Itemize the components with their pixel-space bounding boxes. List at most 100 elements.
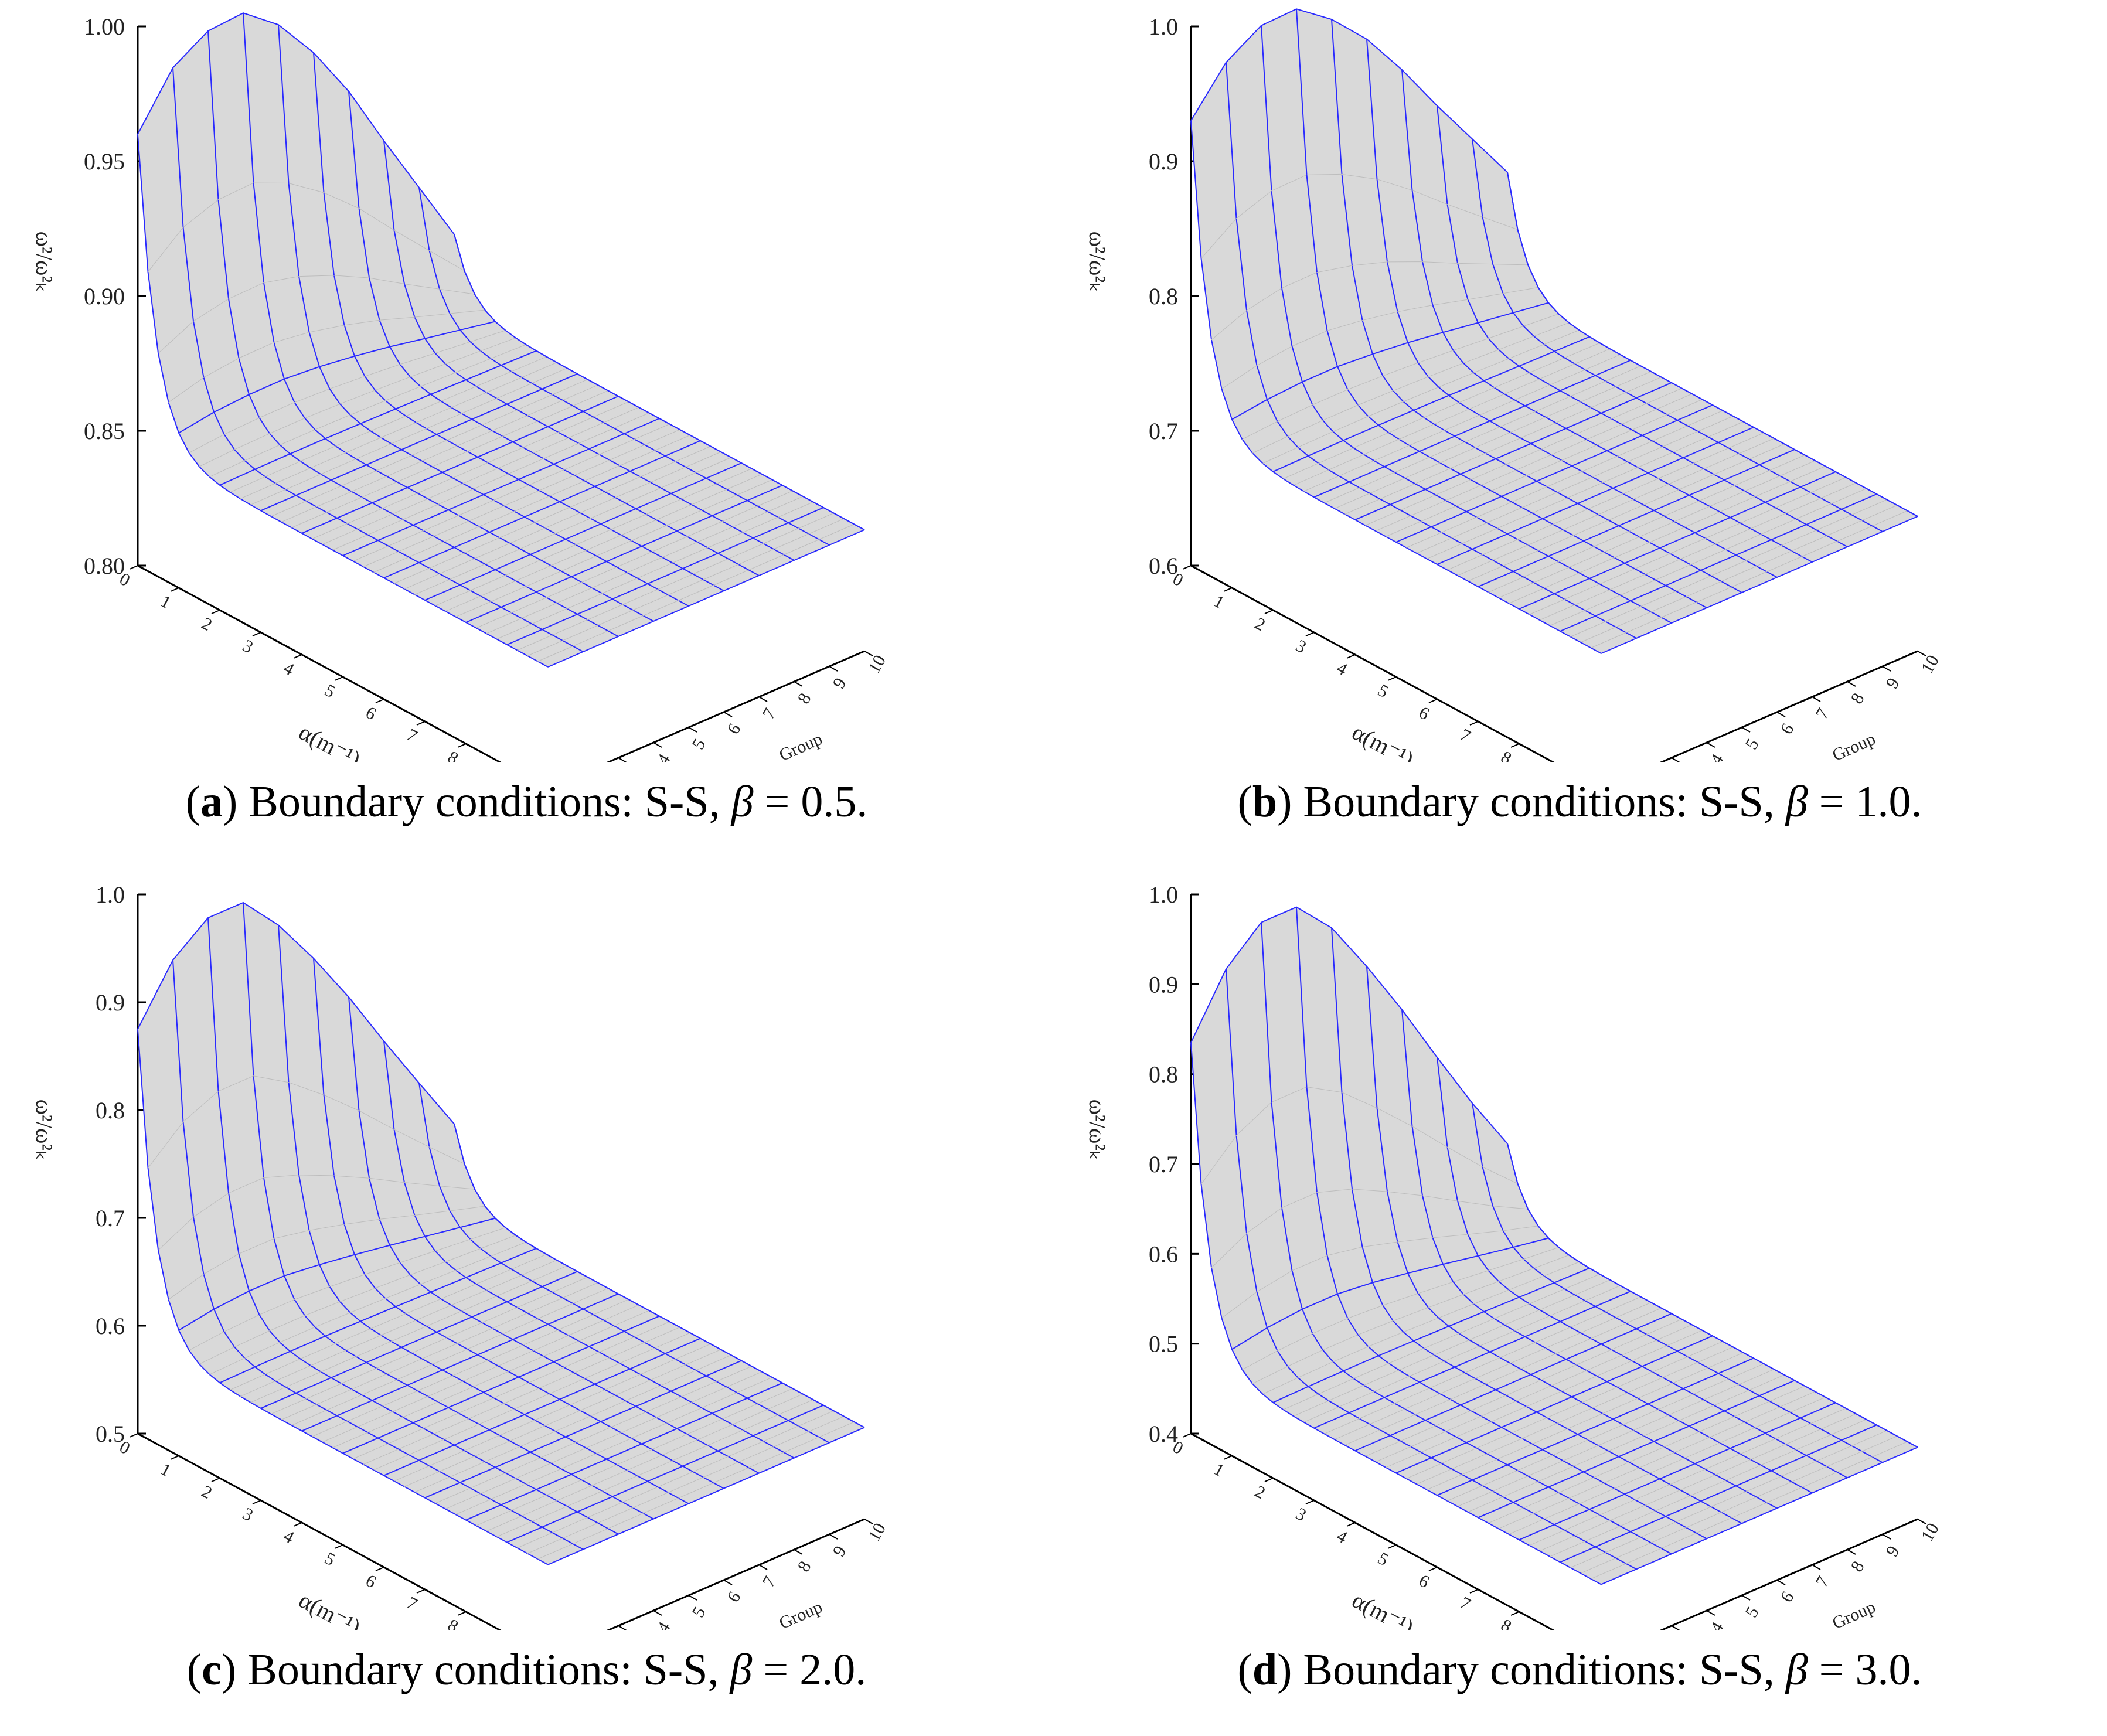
surface-patch	[1862, 505, 1908, 526]
surface-patch	[1755, 481, 1800, 502]
surface-patch	[1368, 401, 1414, 426]
surface-patch	[429, 250, 475, 295]
surface-patch	[1409, 1361, 1455, 1383]
mesh-minor-line	[189, 1227, 506, 1351]
surface-patch	[1444, 415, 1490, 437]
surface-patch	[554, 448, 600, 470]
surface-patch	[557, 588, 603, 609]
surface-patch	[1349, 467, 1395, 488]
surface-patch	[1469, 394, 1515, 416]
surface-patch	[1739, 438, 1785, 459]
surface-patch	[1721, 566, 1767, 587]
surface-patch	[173, 30, 219, 227]
mesh-group-line	[1478, 1380, 1795, 1519]
surface-patch	[249, 1275, 295, 1315]
surface-patch	[355, 346, 400, 377]
group-tick	[829, 1534, 838, 1540]
surface-patch	[325, 423, 371, 447]
surface-patch	[1370, 478, 1415, 499]
mesh-minor-line	[353, 424, 670, 561]
surface-patch	[1796, 1434, 1842, 1456]
surface-patch	[481, 338, 526, 359]
surface-patch	[642, 1428, 687, 1450]
surface-patch	[683, 1451, 729, 1472]
surface-patch	[646, 499, 692, 520]
mesh-minor-line	[486, 1394, 804, 1532]
surface-patch	[193, 1193, 239, 1274]
surface-patch	[747, 485, 793, 506]
surface-patch	[753, 1420, 799, 1442]
mesh-group-line	[1231, 302, 1549, 420]
surface-patch	[1687, 1341, 1733, 1363]
surface-patch	[1595, 360, 1641, 382]
surface-patch	[472, 404, 518, 426]
surface-patch	[311, 1350, 356, 1372]
z-tick-label: 0.6	[1149, 1241, 1178, 1267]
surface-patch	[1757, 1482, 1802, 1503]
mesh-minor-line	[517, 1410, 834, 1548]
surface-patch	[294, 1286, 340, 1316]
alpha-tick	[170, 1455, 179, 1460]
surface-patch	[788, 508, 834, 529]
surface-patch	[189, 1332, 234, 1364]
surface-patch	[1821, 483, 1867, 504]
surface-patch	[158, 321, 204, 403]
surface-patch	[1585, 1526, 1631, 1547]
surface-patch	[539, 475, 585, 496]
group-axis-line	[1660, 1518, 1918, 1630]
surface-patch	[1534, 322, 1580, 345]
surface-patch	[420, 372, 466, 394]
surface-patch	[1611, 403, 1657, 424]
surface-patch	[1201, 218, 1247, 340]
surface-patch	[1745, 476, 1791, 497]
surface-patch	[615, 482, 661, 503]
surface-patch	[1575, 1520, 1621, 1541]
surface-patch	[1616, 1543, 1662, 1564]
surface-patch	[1810, 477, 1856, 498]
surface-patch	[1673, 437, 1718, 458]
surface-patch	[592, 1470, 638, 1492]
surface-patch	[580, 497, 626, 519]
surface-patch	[537, 646, 583, 667]
surface-patch	[558, 1315, 604, 1336]
surface-patch	[229, 1177, 274, 1254]
surface-patch	[514, 1394, 560, 1415]
surface-patch	[1443, 1255, 1489, 1282]
surface-patch	[360, 409, 406, 431]
surface-patch	[473, 1371, 519, 1393]
surface-patch	[1537, 1397, 1582, 1418]
surface-patch	[1262, 1377, 1308, 1403]
surface-patch	[1282, 1192, 1327, 1271]
surface-patch	[1564, 343, 1610, 364]
surface-patch	[1333, 416, 1378, 441]
surface-patch	[1705, 523, 1751, 544]
surface-patch	[1607, 435, 1653, 457]
group-tick	[758, 1564, 768, 1570]
surface-patch	[376, 455, 422, 476]
surface-patch	[1705, 1454, 1751, 1475]
surface-patch	[652, 1434, 697, 1455]
alpha-tick-label: 6	[362, 703, 379, 724]
alpha-axis-label: α(m⁻¹)	[1348, 719, 1418, 762]
surface-patch	[425, 1227, 471, 1251]
surface-patch	[1318, 1378, 1364, 1401]
surface-patch	[1468, 566, 1513, 587]
surface-patch	[1749, 1374, 1795, 1396]
surface-patch	[475, 1441, 520, 1462]
surface-patch	[743, 517, 788, 538]
surface-patch	[444, 1424, 489, 1445]
surface-edge	[454, 1124, 865, 1428]
surface-patch	[359, 1111, 404, 1183]
surface-patch	[450, 310, 495, 331]
surface-patch	[536, 1474, 582, 1496]
group-tick	[1812, 696, 1821, 702]
surface-patch	[1584, 1456, 1629, 1478]
surface-patch	[567, 593, 612, 614]
surface-patch	[1488, 326, 1534, 350]
surface-patch	[1478, 571, 1524, 593]
surface-patch	[1491, 475, 1537, 496]
surface-patch	[1488, 1507, 1534, 1529]
alpha-axis-label: α(m⁻¹)	[295, 719, 365, 762]
surface-patch	[1394, 1388, 1440, 1410]
surface-patch	[601, 508, 646, 530]
